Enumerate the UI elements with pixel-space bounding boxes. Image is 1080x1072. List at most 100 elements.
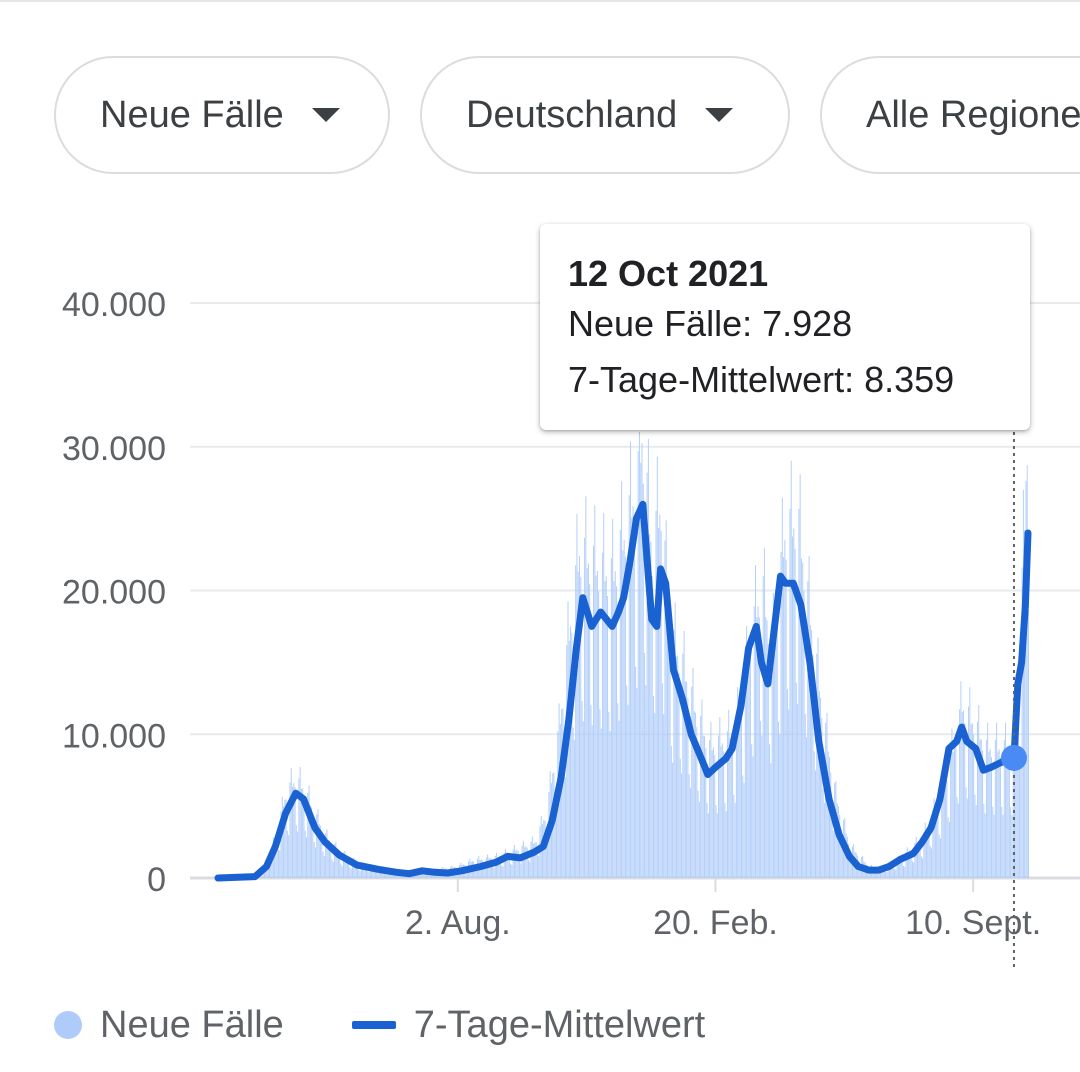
case-bar — [483, 867, 485, 878]
case-bar — [600, 728, 602, 878]
case-bar — [960, 681, 962, 878]
case-bar — [887, 864, 889, 878]
case-bar — [365, 866, 367, 878]
case-bar — [559, 723, 561, 878]
case-bar — [385, 873, 387, 878]
case-bar — [322, 851, 324, 878]
case-bar — [330, 844, 332, 878]
case-bar — [781, 497, 783, 878]
case-bar — [999, 757, 1001, 878]
case-bar — [269, 864, 271, 878]
case-bar — [816, 653, 818, 878]
case-bar — [351, 859, 353, 878]
case-bar — [628, 495, 630, 878]
case-bar — [825, 722, 827, 878]
case-bar — [968, 706, 970, 878]
case-bar — [941, 786, 943, 878]
case-bar — [327, 839, 329, 878]
case-bar — [710, 722, 712, 878]
case-bar — [354, 862, 356, 878]
case-bar — [902, 865, 904, 878]
case-bar — [823, 802, 825, 878]
case-bar — [729, 738, 731, 878]
case-bar — [624, 556, 626, 878]
case-bar — [678, 672, 680, 878]
case-bar — [314, 847, 316, 878]
case-bar — [827, 751, 829, 878]
case-bar — [649, 534, 651, 878]
case-bar — [276, 835, 278, 878]
case-bar — [530, 841, 532, 878]
case-bar — [642, 483, 644, 878]
case-bar — [910, 850, 912, 878]
hover-point — [1000, 744, 1027, 771]
case-bar — [724, 802, 726, 878]
case-bar — [535, 841, 537, 878]
case-bar — [631, 517, 633, 878]
case-bar — [997, 751, 999, 878]
case-bar — [573, 739, 575, 878]
case-bar — [715, 805, 717, 878]
case-bar — [980, 739, 982, 878]
case-bar — [721, 743, 723, 878]
case-bar — [374, 868, 376, 878]
region-dropdown[interactable]: Alle Regionen — [820, 56, 1080, 174]
case-bar — [420, 874, 422, 878]
case-bar — [619, 530, 621, 878]
case-bar — [760, 720, 762, 878]
case-bar — [969, 687, 971, 878]
case-bar — [311, 807, 313, 878]
case-bar — [749, 659, 751, 878]
case-bar — [900, 858, 902, 878]
case-bar — [665, 520, 667, 878]
x-axis: 2. Aug. 20. Feb. 10. Sept. — [405, 878, 1041, 942]
case-bar — [489, 858, 491, 878]
case-bar — [776, 624, 778, 878]
case-bar — [658, 527, 660, 878]
case-bar — [1003, 740, 1005, 878]
case-bar — [790, 460, 792, 878]
case-bar — [578, 556, 580, 878]
case-bar — [927, 826, 929, 878]
tooltip-cases-value: 7.928 — [762, 303, 853, 344]
case-bar — [686, 681, 688, 878]
case-bar — [336, 849, 338, 878]
case-bar — [515, 850, 517, 878]
case-bar — [962, 710, 964, 878]
case-bar — [877, 872, 879, 878]
case-bar — [337, 850, 339, 878]
y-tick-label: 20.000 — [62, 574, 166, 612]
x-tick-label: 10. Sept. — [905, 904, 1041, 942]
case-bar — [343, 852, 345, 878]
case-bar — [938, 835, 940, 878]
average-line — [214, 500, 1032, 882]
y-tick-label: 10.000 — [62, 717, 166, 755]
case-bar — [908, 851, 910, 878]
case-bar — [931, 848, 933, 878]
y-tick-label: 40.000 — [62, 286, 166, 324]
case-bar — [622, 550, 624, 878]
x-tick-label: 20. Feb. — [653, 904, 778, 942]
case-bar — [911, 861, 913, 878]
case-bar — [682, 653, 684, 878]
metric-dropdown[interactable]: Neue Fälle — [54, 56, 390, 174]
case-bar — [1001, 806, 1003, 878]
case-bar — [918, 841, 920, 878]
case-bar — [957, 803, 959, 878]
case-bar — [355, 862, 357, 878]
case-bar — [951, 728, 953, 878]
case-bar — [494, 855, 496, 878]
case-bar — [793, 528, 795, 878]
country-dropdown[interactable]: Deutschland — [420, 56, 790, 174]
case-bar — [641, 443, 643, 878]
case-bar — [769, 744, 771, 878]
case-bar — [318, 824, 320, 878]
case-bar — [295, 825, 297, 878]
case-bar — [637, 451, 639, 878]
chart-legend: Neue Fälle 7-Tage-Mittelwert — [54, 1000, 705, 1050]
case-bar — [1020, 751, 1022, 878]
case-bar — [589, 584, 591, 878]
cases-chart[interactable]: 2. Aug. 20. Feb. 10. Sept. 0 10.000 20.000 30… — [0, 0, 1080, 990]
case-bar — [755, 565, 757, 878]
case-bar — [774, 634, 776, 878]
